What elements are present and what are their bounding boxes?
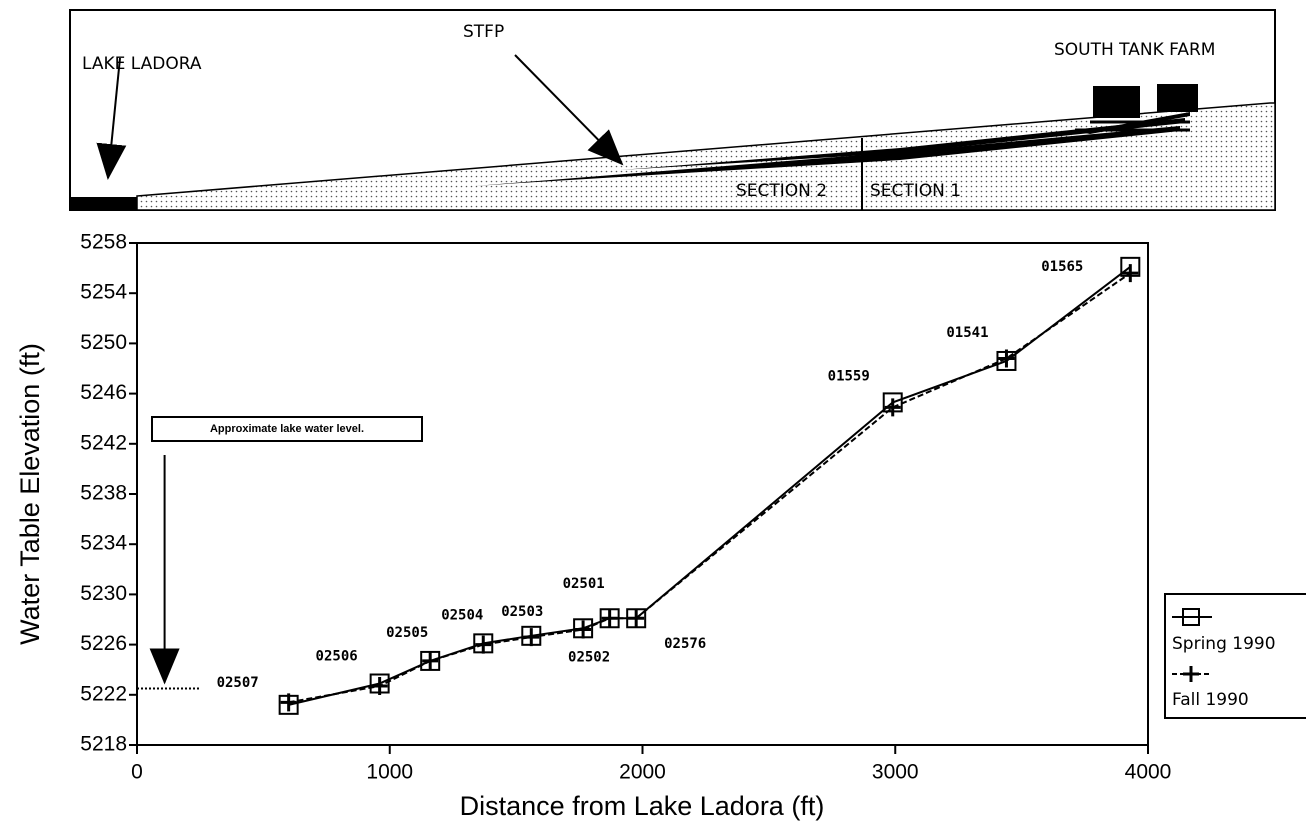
legend-box [1164,593,1306,719]
marker [1122,264,1139,283]
point-label: 01559 [828,368,870,384]
x-tick-label: 2000 [619,761,666,784]
annotation-box [151,416,423,442]
point-label: 02501 [563,576,605,592]
arrow [96,57,127,180]
y-tick-label: 5218 [80,733,127,756]
y-tick-label: 5222 [80,682,127,705]
y-tick-label: 5258 [80,231,127,254]
legend: Spring 1990 Fall 1990 [1164,593,1306,719]
tank [1157,84,1198,112]
point-label: 02507 [217,675,259,691]
legend-label: Fall 1990 [1172,690,1249,710]
x-axis-title: Distance from Lake Ladora (ft) [460,791,825,821]
cross-section-label: LAKE LADORA [82,54,202,74]
marker [475,635,492,654]
y-tick-label: 5238 [80,482,127,505]
y-tick-label: 5230 [80,582,127,605]
x-tick-label: 4000 [1125,761,1172,784]
point-label: 02504 [441,607,483,623]
tank [1093,86,1140,118]
y-tick-label: 5242 [80,431,127,454]
point-label: 02506 [316,649,358,665]
series-line [288,272,1131,704]
y-tick-label: 5246 [80,381,127,404]
point-label: 01541 [946,325,988,341]
point-label: 02576 [664,636,706,652]
marker [523,628,540,647]
cross-section-label: STFP [463,22,504,42]
cross-section: LAKE LADORA STFP SOUTH TANK FARM SECTION… [69,9,1276,211]
legend-marker [1183,666,1199,682]
cross-section-label: SECTION 1 [870,181,961,201]
x-tick-label: 3000 [872,761,919,784]
cross-section-label: SECTION 2 [736,181,827,201]
annotation: Approximate lake water level. [210,423,364,435]
marker [601,609,618,628]
point-label: 02502 [568,649,610,665]
marker [998,349,1015,368]
marker [371,677,388,696]
arrow [514,54,624,166]
y-axis-title: Water Table Elevation (ft) [15,343,45,645]
point-label: 02503 [501,604,543,620]
cross-section-label: SOUTH TANK FARM [1054,40,1215,60]
legend-marker [1182,608,1200,626]
point-label: 01565 [1041,259,1083,275]
x-tick-label: 1000 [366,761,413,784]
x-tick-label: 0 [131,761,143,784]
y-tick-label: 5234 [80,532,127,555]
marker [422,651,439,670]
lake [70,197,137,210]
y-tick-label: 5250 [80,331,127,354]
legend-label: Spring 1990 [1172,634,1276,654]
plot-frame [136,242,1149,746]
marker [884,398,901,417]
point-label: 02505 [386,625,428,641]
marker [628,609,645,628]
y-tick-label: 5226 [80,632,127,655]
marker [280,693,297,712]
y-tick-label: 5254 [80,281,127,304]
marker [575,620,592,639]
